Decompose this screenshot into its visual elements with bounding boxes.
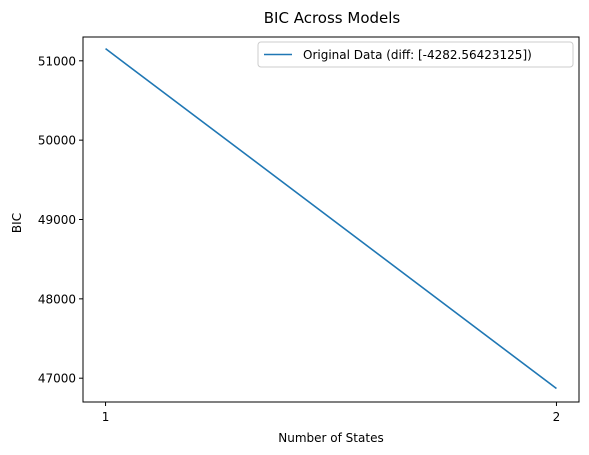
series-line-0 [105, 48, 557, 390]
y-tick-label: 50000 [38, 134, 76, 148]
y-tick-label: 49000 [38, 213, 76, 227]
x-tick-label: 1 [102, 410, 110, 424]
plot-area: 47000 48000 49000 50000 51000 1 2 [38, 48, 561, 424]
x-axis-label: Number of States [278, 431, 383, 445]
y-axis-label: BIC [10, 213, 24, 233]
chart-title: BIC Across Models [264, 9, 401, 27]
y-tick-label: 48000 [38, 292, 76, 306]
x-tick-label: 2 [553, 410, 561, 424]
legend: Original Data (diff: [-4282.56423125]) [257, 41, 574, 68]
y-tick-label: 51000 [38, 54, 76, 68]
axes-frame [82, 36, 580, 403]
y-tick-label: 47000 [38, 372, 76, 386]
legend-box [257, 41, 574, 68]
legend-label: Original Data (diff: [-4282.56423125]) [303, 48, 532, 62]
